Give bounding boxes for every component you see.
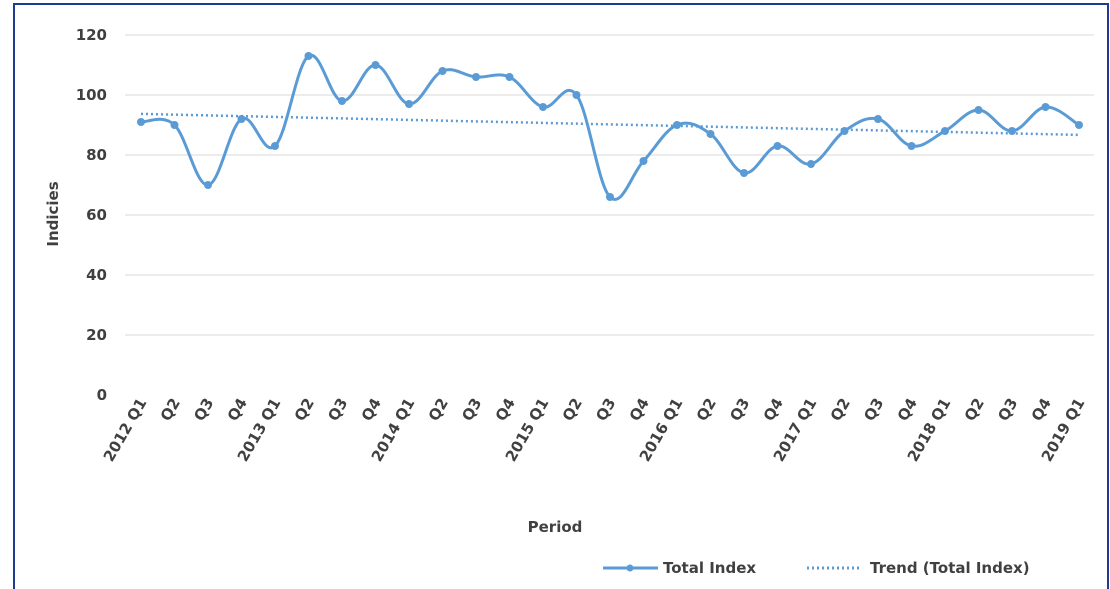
- total-index-point: [907, 142, 916, 150]
- x-tick-label: 2012 Q1: [100, 395, 151, 465]
- x-tick-label: Q2: [961, 395, 988, 424]
- total-index-point: [137, 118, 145, 126]
- total-index-point: [271, 142, 279, 150]
- x-tick-label: Q4: [224, 395, 251, 424]
- trend-line: [140, 112, 1080, 137]
- total-index-point: [572, 91, 581, 99]
- x-axis-title: Period: [528, 518, 583, 536]
- total-index-point: [974, 106, 983, 114]
- total-index-point: [1008, 127, 1016, 135]
- x-tick-label: Q2: [559, 395, 586, 424]
- y-tick-label: 120: [76, 26, 107, 44]
- legend-trend-label: Trend (Total Index): [870, 559, 1030, 577]
- x-tick-label: Q2: [827, 395, 854, 424]
- total-index-point: [773, 142, 782, 150]
- x-tick-label: Q4: [492, 395, 519, 424]
- y-tick-label: 20: [86, 326, 107, 344]
- chart-frame: [13, 3, 1109, 589]
- x-tick-label: Q4: [626, 395, 653, 424]
- y-tick-label: 40: [86, 266, 107, 284]
- total-index-point: [304, 52, 313, 60]
- y-axis-title: Indicies: [44, 181, 62, 246]
- total-index-point: [539, 103, 547, 111]
- legend-total-index-label: Total Index: [663, 559, 756, 577]
- total-index-series: [137, 52, 1083, 201]
- x-tick-label: Q3: [324, 395, 351, 424]
- total-index-point: [237, 115, 246, 123]
- total-index-point: [639, 157, 648, 165]
- x-tick-label: Q4: [894, 395, 921, 424]
- total-index-point: [170, 121, 179, 129]
- total-index-point: [706, 130, 715, 138]
- total-index-line: [140, 53, 1080, 201]
- total-index-point: [740, 169, 748, 177]
- total-index-point: [505, 73, 514, 81]
- legend: Total Index Trend (Total Index): [603, 559, 1030, 577]
- x-tick-label: Q3: [726, 395, 753, 424]
- x-tick-label: Q4: [358, 395, 385, 424]
- total-index-point: [840, 127, 849, 135]
- total-index-point: [606, 193, 614, 201]
- y-tick-labels: 0 20 40 60 80 100 120: [76, 26, 107, 404]
- total-index-point: [472, 73, 480, 81]
- x-tick-label: Q4: [760, 395, 787, 424]
- x-tick-label: Q3: [458, 395, 485, 424]
- x-tick-label: Q3: [860, 395, 887, 424]
- total-index-point: [371, 61, 380, 69]
- legend-total-index-marker: [626, 564, 634, 572]
- y-tick-label: 100: [76, 86, 107, 104]
- x-tick-label: Q4: [1028, 395, 1055, 424]
- total-index-point: [807, 160, 815, 168]
- total-index-point: [941, 127, 949, 135]
- x-tick-label: Q2: [425, 395, 452, 424]
- x-tick-label: Q3: [190, 395, 217, 424]
- x-tick-label: Q3: [994, 395, 1021, 424]
- x-tick-label: Q2: [693, 395, 720, 424]
- x-tick-label: Q2: [291, 395, 318, 424]
- total-index-point: [338, 97, 346, 105]
- gridlines: [125, 34, 1094, 336]
- total-index-point: [405, 100, 413, 108]
- x-tick-label: Q2: [157, 395, 184, 424]
- total-index-point: [438, 67, 447, 75]
- total-index-point: [1041, 103, 1050, 111]
- total-index-point: [204, 181, 212, 189]
- y-tick-label: 60: [86, 206, 107, 224]
- y-tick-label: 0: [97, 386, 107, 404]
- trend-line-group: [140, 112, 1080, 137]
- y-tick-label: 80: [86, 146, 107, 164]
- x-tick-label: Q3: [592, 395, 619, 424]
- total-index-point: [1075, 121, 1083, 129]
- total-index-point: [673, 121, 681, 129]
- total-index-point: [874, 115, 882, 123]
